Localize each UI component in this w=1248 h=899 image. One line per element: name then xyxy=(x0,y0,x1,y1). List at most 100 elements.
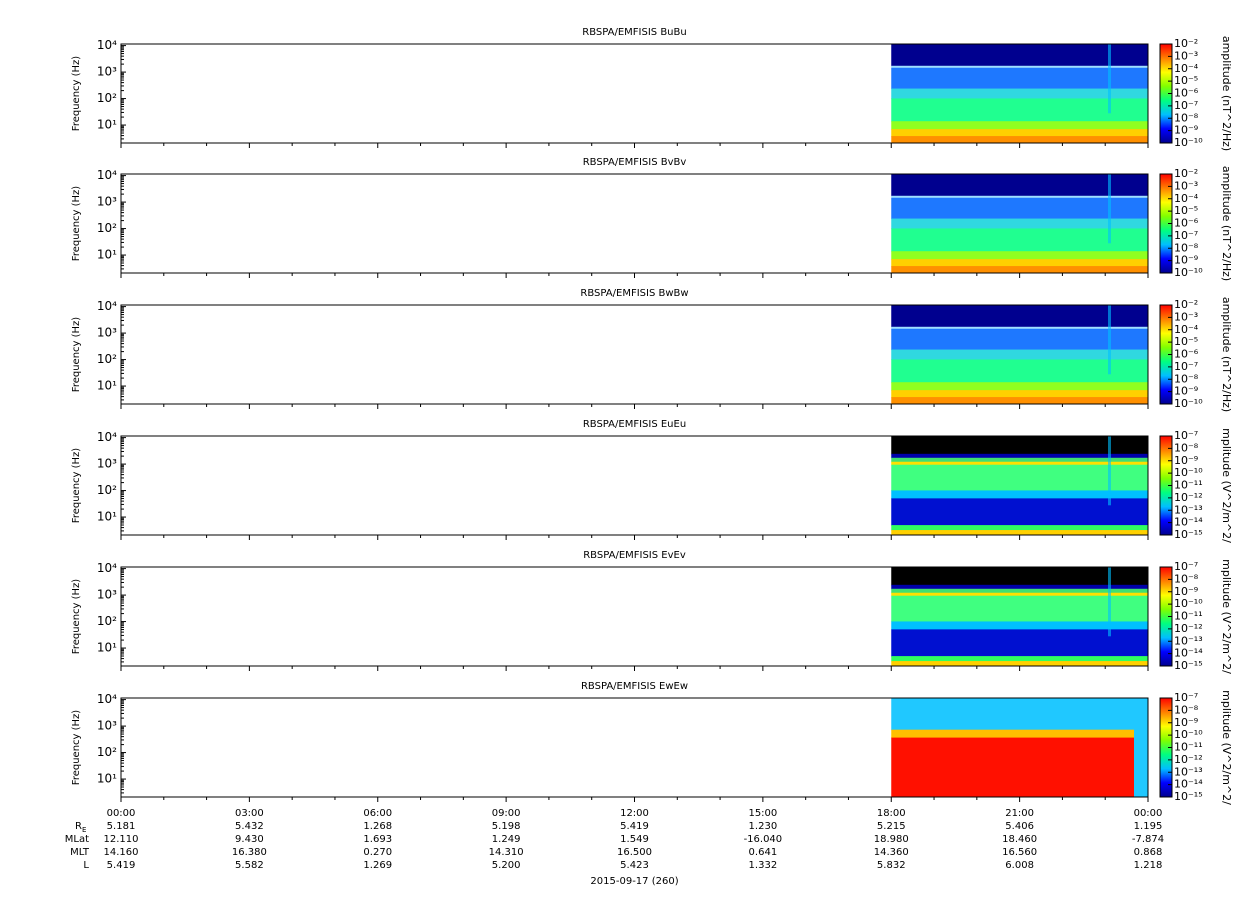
ephemeris-value: 12.110 xyxy=(104,834,139,845)
colorbar-tick-label: 10⁻⁵ xyxy=(1174,335,1198,348)
y-tick-label: 10⁴ xyxy=(97,561,117,575)
colorbar-tick-label: 10⁻⁶ xyxy=(1174,87,1199,100)
spectrogram-band xyxy=(891,530,1148,536)
spectrogram-band xyxy=(891,567,1148,586)
colorbar-tick-label: 10⁻⁹ xyxy=(1174,385,1198,398)
ephemeris-value: -7.874 xyxy=(1132,834,1164,845)
spectrogram-band xyxy=(891,457,1148,463)
colorbar-tick-label: 10⁻² xyxy=(1174,167,1198,180)
colorbar-tick-label: 10⁻⁸ xyxy=(1174,241,1199,254)
ephemeris-value: 5.832 xyxy=(877,860,906,871)
y-tick-label: 10³ xyxy=(97,195,117,209)
spectrogram-band xyxy=(891,592,1148,597)
spectrogram-band xyxy=(891,129,1148,137)
y-axis-label: Frequency (Hz) xyxy=(71,710,82,786)
y-tick-label: 10⁴ xyxy=(97,299,117,313)
ephemeris-value: 14.360 xyxy=(874,847,909,858)
x-tick-label: 00:00 xyxy=(107,808,136,819)
colorbar-tick-label: 10⁻¹² xyxy=(1174,491,1203,504)
spectrogram-band xyxy=(891,461,1148,466)
ephemeris-value: 5.582 xyxy=(235,860,264,871)
spectrogram-band xyxy=(891,498,1148,526)
ephemeris-value: 16.380 xyxy=(232,847,267,858)
y-axis-label: Frequency (Hz) xyxy=(71,56,82,132)
x-tick-label: 00:00 xyxy=(1134,808,1163,819)
x-tick-label: 18:00 xyxy=(877,808,906,819)
colorbar-tick-label: 10⁻⁸ xyxy=(1174,441,1199,454)
x-tick-label: 12:00 xyxy=(620,808,649,819)
colorbar-tick-label: 10⁻⁷ xyxy=(1174,99,1198,112)
y-axis-label: Frequency (Hz) xyxy=(71,448,82,524)
spectrogram-band xyxy=(891,328,1148,351)
spectrogram-band xyxy=(891,88,1148,99)
y-tick-label: 10² xyxy=(97,614,117,628)
ephemeris-value: 1.218 xyxy=(1134,860,1163,871)
spectrogram-band xyxy=(891,436,1148,455)
colorbar-label: amplitude (nT^2/Hz) xyxy=(1220,166,1233,281)
spectrogram-band xyxy=(1108,436,1111,506)
ephemeris-value: 5.200 xyxy=(492,860,521,871)
ephemeris-value: -16.040 xyxy=(744,834,783,845)
panel-title: RBSPA/EMFISIS EuEu xyxy=(583,419,686,430)
ephemeris-value: 14.160 xyxy=(104,847,139,858)
colorbar-tick-label: 10⁻¹² xyxy=(1174,622,1203,635)
panel-title: RBSPA/EMFISIS BuBu xyxy=(582,27,686,38)
ephemeris-value: 0.868 xyxy=(1134,847,1163,858)
colorbar-label: mplitude (V^2/m^2/ xyxy=(1220,428,1233,543)
ephemeris-value: 1.268 xyxy=(363,821,392,832)
spectrogram-band xyxy=(891,490,1148,499)
colorbar-tick-label: 10⁻⁷ xyxy=(1174,691,1198,704)
spectrogram-band xyxy=(891,67,1148,90)
y-tick-label: 10² xyxy=(97,483,117,497)
colorbar-tick-label: 10⁻¹⁰ xyxy=(1174,136,1203,149)
colorbar-tick-label: 10⁻¹⁵ xyxy=(1174,790,1203,803)
ephemeris-value: 5.406 xyxy=(1005,821,1034,832)
spectrogram-band xyxy=(891,584,1148,590)
spectrogram-band xyxy=(891,382,1148,391)
spectrogram-band xyxy=(891,197,1148,220)
ephemeris-value: 6.008 xyxy=(1005,860,1034,871)
ephemeris-value: 5.423 xyxy=(620,860,649,871)
colorbar-tick-label: 10⁻⁶ xyxy=(1174,348,1199,361)
y-axis-label: Frequency (Hz) xyxy=(71,317,82,393)
y-tick-label: 10⁴ xyxy=(97,168,117,182)
y-tick-label: 10¹ xyxy=(97,641,117,655)
ephemeris-value: 1.269 xyxy=(363,860,392,871)
y-tick-label: 10¹ xyxy=(97,248,117,262)
ephemeris-value: 5.198 xyxy=(492,821,521,832)
colorbar-tick-label: 10⁻² xyxy=(1174,298,1198,311)
colorbar-tick-label: 10⁻¹³ xyxy=(1174,765,1203,778)
ephemeris-value: 0.270 xyxy=(363,847,392,858)
spectrogram-band xyxy=(891,136,1148,144)
spectrogram-band xyxy=(891,629,1148,657)
spectrogram-band xyxy=(891,453,1148,459)
spectrogram-band xyxy=(891,326,1148,330)
colorbar-tick-label: 10⁻³ xyxy=(1174,179,1198,192)
y-tick-label: 10³ xyxy=(97,65,117,79)
y-tick-label: 10² xyxy=(97,221,117,235)
ephemeris-value: 1.249 xyxy=(492,834,521,845)
y-tick-label: 10³ xyxy=(97,719,117,733)
y-tick-label: 10² xyxy=(97,745,117,759)
y-tick-label: 10³ xyxy=(97,588,117,602)
colorbar-tick-label: 10⁻¹⁴ xyxy=(1174,647,1203,660)
colorbar-tick-label: 10⁻¹³ xyxy=(1174,634,1203,647)
colorbar-tick-label: 10⁻¹¹ xyxy=(1174,610,1203,623)
spectrogram-band xyxy=(891,349,1148,360)
colorbar-tick-label: 10⁻¹⁵ xyxy=(1174,528,1203,541)
colorbar-tick-label: 10⁻⁵ xyxy=(1174,204,1198,217)
date-label: 2015-09-17 (260) xyxy=(590,876,678,887)
panel-title: RBSPA/EMFISIS BwBw xyxy=(580,288,688,299)
colorbar-tick-label: 10⁻⁸ xyxy=(1174,703,1199,716)
ephemeris-value: 1.195 xyxy=(1134,821,1163,832)
y-tick-label: 10¹ xyxy=(97,510,117,524)
colorbar-tick-label: 10⁻⁹ xyxy=(1174,716,1198,729)
x-tick-label: 21:00 xyxy=(1005,808,1034,819)
colorbar-tick-label: 10⁻⁷ xyxy=(1174,229,1198,242)
colorbar-tick-label: 10⁻¹⁴ xyxy=(1174,778,1203,791)
spectrogram-band xyxy=(891,65,1148,69)
spectrogram-band xyxy=(891,737,1148,798)
spectrogram-band xyxy=(891,195,1148,199)
spectrogram-band xyxy=(891,729,1148,739)
colorbar-tick-label: 10⁻⁸ xyxy=(1174,572,1199,585)
